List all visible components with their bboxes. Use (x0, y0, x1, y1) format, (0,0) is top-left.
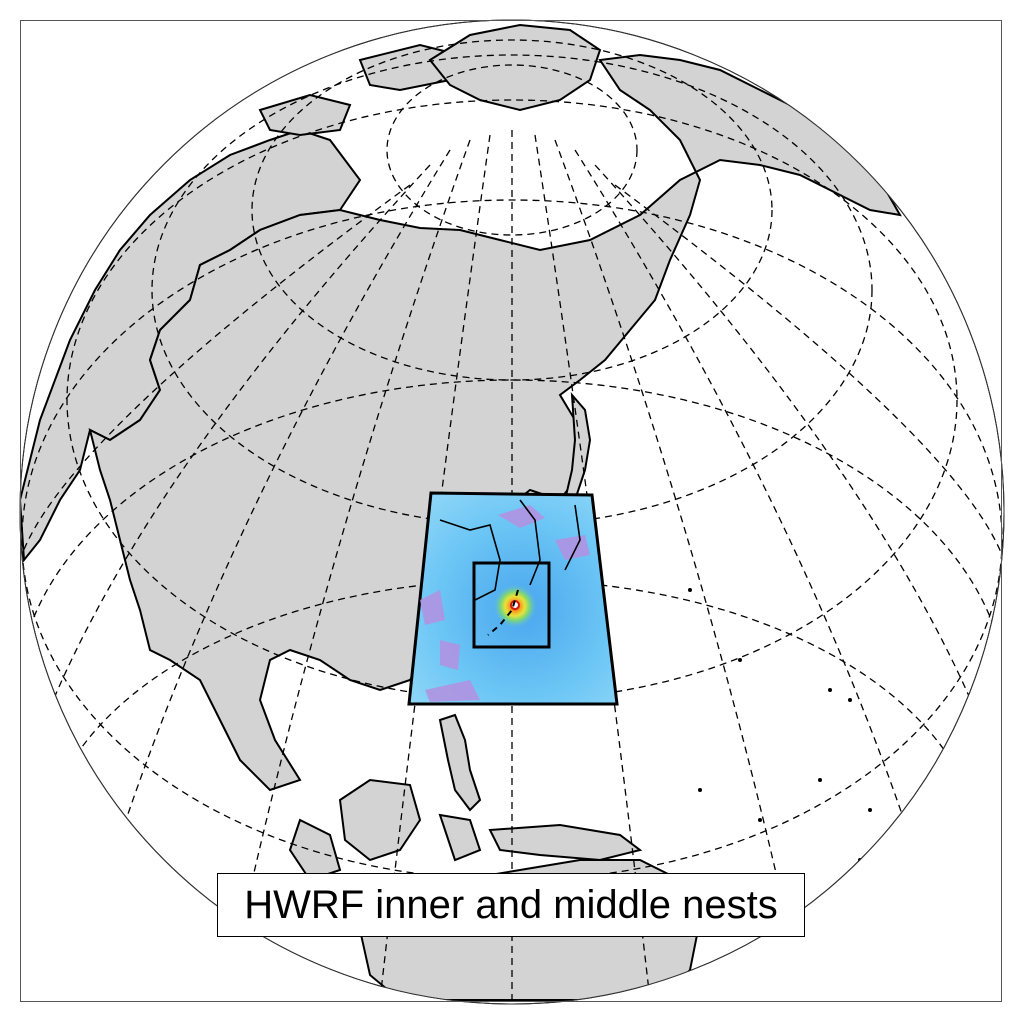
map-caption: HWRF inner and middle nests (217, 873, 805, 937)
land-philippines (438, 713, 482, 812)
nest-coastlines (439, 499, 581, 601)
inner-nest-box (472, 561, 551, 649)
land-greenland (428, 23, 602, 112)
storm-track (487, 589, 519, 636)
inner-nest (472, 561, 551, 649)
pacific-islands (688, 588, 872, 862)
